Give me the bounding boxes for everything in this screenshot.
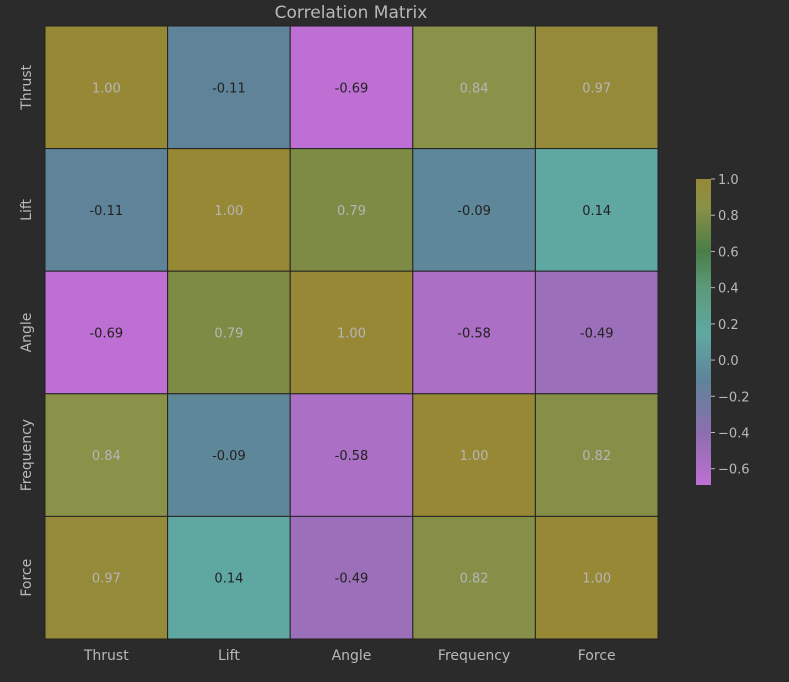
- heatmap-cell: [289, 25, 414, 150]
- cell-value-label: 0.14: [214, 572, 243, 587]
- heatmap-cell: [534, 148, 659, 272]
- heatmap-cell: [167, 270, 291, 395]
- cell-value-label: 1.00: [214, 204, 243, 219]
- cell-value-label: -0.49: [580, 327, 614, 342]
- y-tick-label: Force: [19, 559, 35, 597]
- cell-value-label: -0.69: [89, 327, 123, 342]
- heatmap-cell: [289, 270, 414, 395]
- heatmap-cells: [44, 25, 659, 640]
- x-tick-label: Angle: [332, 648, 372, 664]
- heatmap-cell: [44, 393, 169, 517]
- colorbar-tick-label: −0.4: [718, 426, 750, 441]
- x-tick-label: Lift: [218, 648, 240, 664]
- cell-value-label: 0.84: [92, 449, 121, 464]
- heatmap-cell: [534, 393, 659, 517]
- heatmap-cell: [167, 25, 291, 150]
- colorbar-gradient: [696, 179, 711, 485]
- colorbar-tick-label: 0.2: [718, 318, 739, 333]
- cell-value-label: 0.97: [92, 572, 121, 587]
- y-tick-label: Thrust: [19, 64, 35, 110]
- cell-value-label: -0.58: [457, 327, 491, 342]
- heatmap-cell: [289, 515, 414, 640]
- cell-value-label: -0.09: [457, 204, 491, 219]
- colorbar-tick-label: 0.4: [718, 282, 739, 297]
- colorbar-tick-label: −0.6: [718, 463, 750, 478]
- cell-value-label: 0.14: [582, 204, 611, 219]
- heatmap-cell: [534, 25, 659, 150]
- heatmap-cell: [534, 270, 659, 395]
- heatmap-cell: [167, 515, 291, 640]
- y-tick-label: Frequency: [19, 419, 35, 491]
- x-axis-tick-labels: Thrust Lift Angle Frequency Force: [83, 648, 616, 664]
- colorbar-tick-label: 0.8: [718, 209, 739, 224]
- cell-value-label: 0.82: [582, 449, 611, 464]
- cell-value-label: -0.49: [335, 572, 369, 587]
- cell-value-label: -0.11: [212, 81, 246, 96]
- colorbar-tick-label: 0.6: [718, 245, 739, 260]
- x-tick-label: Thrust: [83, 648, 129, 664]
- heatmap-cell: [44, 148, 169, 272]
- cell-value-label: 1.00: [92, 81, 121, 96]
- cell-value-label: -0.09: [212, 449, 246, 464]
- cell-value-label: -0.69: [335, 81, 369, 96]
- cell-value-label: 1.00: [460, 449, 489, 464]
- cell-value-label: -0.11: [89, 204, 123, 219]
- y-axis-tick-labels: Thrust Lift Angle Frequency Force: [19, 64, 35, 596]
- heatmap-cell: [412, 270, 536, 395]
- cell-value-label: 0.79: [337, 204, 366, 219]
- cell-value-label: 0.84: [460, 81, 489, 96]
- heatmap-cell: [44, 515, 169, 640]
- cell-value-label: 0.82: [460, 572, 489, 587]
- cell-value-label: -0.58: [335, 449, 369, 464]
- colorbar-tick-label: −0.2: [718, 390, 750, 405]
- cell-value-label: 1.00: [582, 572, 611, 587]
- x-tick-label: Force: [578, 648, 616, 664]
- colorbar-tick-label: 0.0: [718, 354, 739, 369]
- colorbar: 1.0 0.8 0.6 0.4 0.2 0.0 −0.2 −0.4 −0.6: [696, 173, 750, 485]
- cell-value-label: 1.00: [337, 327, 366, 342]
- heatmap-cell: [412, 25, 536, 150]
- heatmap-cell: [412, 393, 536, 517]
- colorbar-tick-label: 1.0: [718, 173, 739, 188]
- y-tick-label: Angle: [19, 313, 35, 353]
- heatmap-cell: [44, 25, 169, 150]
- heatmap-cell: [534, 515, 659, 640]
- cell-value-label: 0.97: [582, 81, 611, 96]
- x-tick-label: Frequency: [438, 648, 510, 664]
- cell-value-label: 0.79: [214, 327, 243, 342]
- heatmap-annotations: 1.00 -0.11 -0.69 0.84 0.97 -0.11 1.00 0.79 -0.09…: [89, 81, 613, 586]
- heatmap-cell: [289, 148, 414, 272]
- heatmap-cell: [289, 393, 414, 517]
- heatmap-cell: [167, 393, 291, 517]
- chart-title: Correlation Matrix: [275, 3, 428, 23]
- y-tick-label: Lift: [19, 198, 35, 220]
